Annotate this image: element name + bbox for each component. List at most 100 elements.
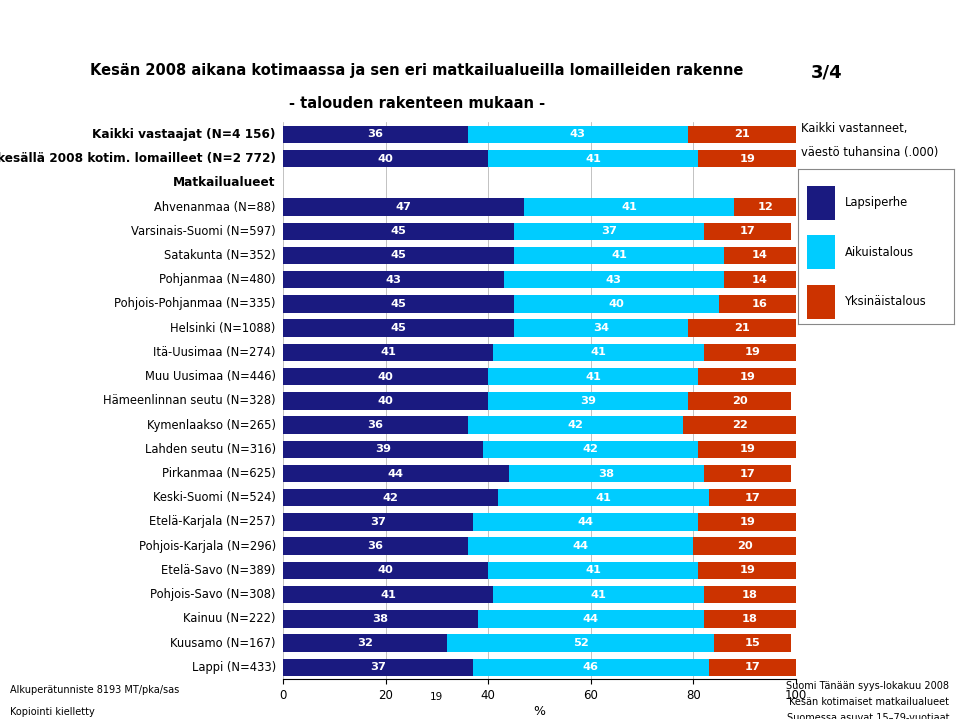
Bar bbox=[698, 368, 796, 385]
Bar bbox=[283, 126, 468, 143]
Text: Kesän kotimaiset matkailualueet: Kesän kotimaiset matkailualueet bbox=[789, 697, 949, 707]
Text: Suomessa asuvat 15–79-vuotiaat: Suomessa asuvat 15–79-vuotiaat bbox=[787, 713, 949, 719]
Text: 44: 44 bbox=[387, 469, 404, 479]
Text: 45: 45 bbox=[390, 250, 407, 260]
Bar bbox=[283, 634, 447, 652]
Text: 43: 43 bbox=[386, 275, 401, 285]
X-axis label: %: % bbox=[533, 705, 546, 718]
Bar bbox=[689, 392, 791, 410]
Text: 19: 19 bbox=[739, 154, 755, 163]
Text: 41: 41 bbox=[585, 565, 601, 575]
Bar bbox=[283, 489, 499, 506]
Text: 39: 39 bbox=[375, 444, 391, 454]
Text: 22: 22 bbox=[732, 420, 747, 430]
Bar bbox=[283, 319, 514, 337]
Text: Muu Uusimaa (N=446): Muu Uusimaa (N=446) bbox=[145, 370, 276, 383]
Bar bbox=[724, 247, 796, 264]
Bar bbox=[283, 368, 488, 385]
Text: Hämeenlinnan seutu (N=328): Hämeenlinnan seutu (N=328) bbox=[104, 394, 276, 408]
Bar bbox=[689, 126, 796, 143]
Text: 21: 21 bbox=[735, 323, 750, 333]
Text: 19: 19 bbox=[744, 347, 760, 357]
Bar bbox=[514, 296, 719, 313]
Text: 15: 15 bbox=[744, 638, 760, 648]
Text: Etelä-Karjala (N=257): Etelä-Karjala (N=257) bbox=[150, 516, 276, 528]
Text: 47: 47 bbox=[395, 202, 411, 212]
Bar bbox=[493, 344, 704, 361]
Text: 41: 41 bbox=[585, 372, 601, 382]
Bar bbox=[514, 319, 689, 337]
Text: Helsinki (N=1088): Helsinki (N=1088) bbox=[171, 321, 276, 334]
Bar bbox=[283, 416, 468, 434]
Bar bbox=[693, 538, 796, 555]
Text: Kaikki vastanneet,: Kaikki vastanneet, bbox=[801, 122, 907, 135]
Text: Aikuistalous: Aikuistalous bbox=[845, 246, 914, 259]
Text: 46: 46 bbox=[583, 662, 598, 672]
Text: Lappi (N=433): Lappi (N=433) bbox=[192, 661, 276, 674]
Text: Pohjois-Karjala (N=296): Pohjois-Karjala (N=296) bbox=[139, 540, 276, 553]
Text: 14: 14 bbox=[752, 275, 768, 285]
Bar bbox=[493, 586, 704, 603]
Text: 41: 41 bbox=[591, 590, 606, 600]
Bar bbox=[283, 247, 514, 264]
Bar bbox=[283, 441, 483, 458]
Bar bbox=[524, 198, 735, 216]
Bar bbox=[807, 235, 835, 270]
Text: Yksinäistalous: Yksinäistalous bbox=[845, 296, 926, 308]
Text: Kaikki kesällä 2008 kotim. lomailleet (N=2 772): Kaikki kesällä 2008 kotim. lomailleet (N… bbox=[0, 152, 276, 165]
Bar bbox=[735, 198, 796, 216]
Text: Pohjanmaa (N=480): Pohjanmaa (N=480) bbox=[159, 273, 276, 286]
Text: 19: 19 bbox=[430, 692, 443, 702]
Text: 39: 39 bbox=[580, 396, 596, 406]
Bar bbox=[283, 464, 508, 482]
Text: 45: 45 bbox=[390, 299, 407, 309]
Text: 18: 18 bbox=[742, 614, 758, 624]
Text: 43: 43 bbox=[606, 275, 621, 285]
Text: Varsinais-Suomi (N=597): Varsinais-Suomi (N=597) bbox=[131, 225, 276, 238]
Bar bbox=[468, 538, 693, 555]
Text: 42: 42 bbox=[568, 420, 583, 430]
Bar bbox=[683, 416, 796, 434]
Text: Matkailualueet: Matkailualueet bbox=[174, 176, 276, 189]
Text: 21: 21 bbox=[735, 129, 750, 139]
Text: 42: 42 bbox=[583, 444, 598, 454]
Text: - talouden rakenteen mukaan -: - talouden rakenteen mukaan - bbox=[289, 96, 546, 111]
Bar bbox=[713, 634, 791, 652]
Text: 44: 44 bbox=[573, 541, 589, 551]
Bar bbox=[514, 247, 724, 264]
Text: Itä-Uusimaa (N=274): Itä-Uusimaa (N=274) bbox=[153, 346, 276, 359]
Text: Lahden seutu (N=316): Lahden seutu (N=316) bbox=[145, 443, 276, 456]
Text: 17: 17 bbox=[744, 662, 760, 672]
Text: taloustutkimus oy: taloustutkimus oy bbox=[16, 21, 229, 41]
Text: 41: 41 bbox=[380, 347, 396, 357]
Bar bbox=[283, 223, 514, 240]
Text: Suomi Tänään syys-lokakuu 2008: Suomi Tänään syys-lokakuu 2008 bbox=[786, 682, 949, 692]
Text: 18: 18 bbox=[742, 590, 758, 600]
Text: 36: 36 bbox=[367, 541, 384, 551]
Bar bbox=[283, 538, 468, 555]
Bar bbox=[698, 441, 796, 458]
Text: Kesän 2008 aikana kotimaassa ja sen eri matkailualueilla lomailleiden rakenne: Kesän 2008 aikana kotimaassa ja sen eri … bbox=[90, 63, 744, 78]
Text: 40: 40 bbox=[378, 154, 393, 163]
Text: Pohjois-Pohjanmaa (N=335): Pohjois-Pohjanmaa (N=335) bbox=[114, 298, 276, 311]
Bar bbox=[283, 610, 478, 628]
Text: 32: 32 bbox=[357, 638, 373, 648]
Text: Ahvenanmaa (N=88): Ahvenanmaa (N=88) bbox=[154, 201, 276, 214]
Text: Satakunta (N=352): Satakunta (N=352) bbox=[164, 249, 276, 262]
Bar bbox=[283, 392, 488, 410]
Text: Pirkanmaa (N=625): Pirkanmaa (N=625) bbox=[162, 467, 276, 480]
Bar bbox=[807, 186, 835, 220]
Bar bbox=[807, 285, 835, 319]
Text: 40: 40 bbox=[378, 565, 393, 575]
Bar bbox=[704, 344, 801, 361]
Text: 17: 17 bbox=[739, 226, 755, 237]
Text: 41: 41 bbox=[621, 202, 637, 212]
Bar bbox=[488, 562, 698, 580]
Text: 52: 52 bbox=[573, 638, 589, 648]
Text: Kopiointi kielletty: Kopiointi kielletty bbox=[10, 707, 94, 717]
Text: Kymenlaakso (N=265): Kymenlaakso (N=265) bbox=[147, 418, 276, 431]
Text: 41: 41 bbox=[380, 590, 396, 600]
Text: 44: 44 bbox=[583, 614, 598, 624]
Text: 44: 44 bbox=[577, 517, 594, 527]
Text: Etelä-Savo (N=389): Etelä-Savo (N=389) bbox=[161, 564, 276, 577]
